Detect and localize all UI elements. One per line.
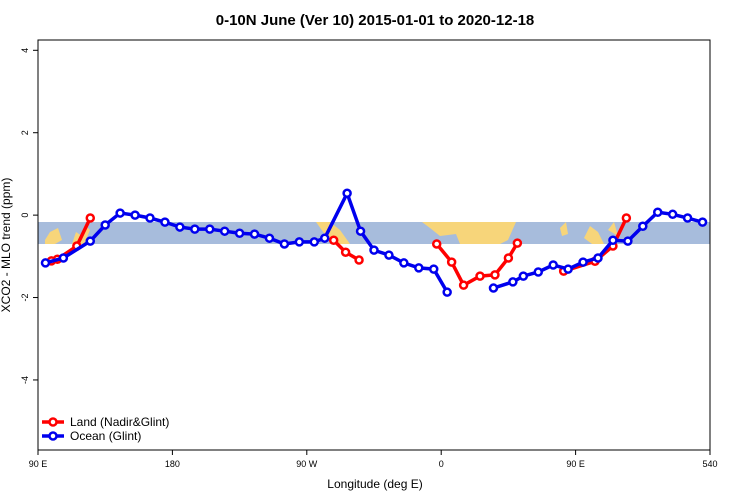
data-point (458, 280, 469, 290)
legend-label: Ocean (Glint) (70, 429, 141, 443)
data-point (697, 217, 708, 227)
data-point (384, 250, 394, 260)
data-point (160, 217, 170, 227)
data-point (621, 213, 632, 223)
data-point (204, 224, 215, 234)
data-point (328, 235, 339, 246)
data-point (279, 239, 290, 249)
data-point (593, 253, 603, 263)
data-point (475, 271, 485, 281)
data-point (508, 277, 518, 287)
legend-marker (48, 417, 58, 427)
y-tick-label: 2 (20, 130, 30, 135)
data-point (100, 220, 110, 230)
y-tick-label: 4 (20, 48, 30, 53)
data-point (638, 221, 648, 232)
data-point (355, 226, 366, 236)
data-point (40, 258, 51, 268)
data-point (85, 236, 96, 246)
data-point (342, 188, 352, 199)
data-point (58, 253, 69, 263)
data-point (130, 210, 140, 220)
data-point (294, 237, 305, 247)
data-point (190, 224, 200, 234)
data-point (428, 264, 439, 274)
data-point (414, 263, 424, 273)
data-point (309, 237, 320, 247)
x-tick-label: 90 W (296, 459, 318, 469)
data-point (115, 208, 125, 218)
data-point (264, 233, 275, 243)
data-point (249, 229, 260, 239)
data-point (578, 257, 588, 267)
data-point (431, 239, 442, 249)
x-axis-label: Longitude (deg E) (327, 477, 422, 491)
x-tick-label: 180 (165, 459, 180, 469)
x-tick-label: 90 E (566, 459, 585, 469)
data-point (512, 238, 523, 248)
x-tick-label: 0 (439, 459, 444, 469)
data-point (340, 247, 351, 257)
x-tick-label: 540 (702, 459, 717, 469)
data-point (446, 257, 457, 267)
legend: Land (Nadir&Glint)Ocean (Glint) (42, 415, 169, 443)
data-point (399, 258, 409, 268)
data-point (563, 264, 573, 274)
data-point (652, 207, 663, 217)
data-point (145, 213, 155, 223)
chart-title: 0-10N June (Ver 10) 2015-01-01 to 2020-1… (216, 12, 535, 29)
y-axis-label: XCO2 - MLO trend (ppm) (0, 178, 13, 313)
data-point (608, 235, 618, 246)
data-point (490, 270, 500, 280)
data-point (488, 283, 499, 293)
data-point (503, 253, 514, 263)
data-point (548, 260, 558, 270)
data-point (518, 271, 529, 281)
data-point (354, 255, 364, 265)
data-point (369, 245, 379, 255)
legend-marker (48, 431, 58, 441)
y-tick-label: -2 (20, 294, 30, 302)
plot-frame (37, 39, 711, 451)
data-point (319, 233, 330, 243)
data-point (219, 226, 230, 236)
y-tick-label: -4 (20, 376, 30, 384)
x-tick-label: 90 E (29, 459, 48, 469)
legend-label: Land (Nadir&Glint) (70, 415, 169, 429)
data-point (175, 222, 185, 232)
data-point (234, 228, 245, 239)
data-point (85, 213, 96, 223)
data-point (623, 236, 633, 246)
data-point (442, 287, 452, 297)
data-point (533, 267, 544, 277)
y-tick-label: 0 (20, 213, 30, 218)
data-point (667, 209, 678, 220)
data-point (682, 213, 693, 223)
